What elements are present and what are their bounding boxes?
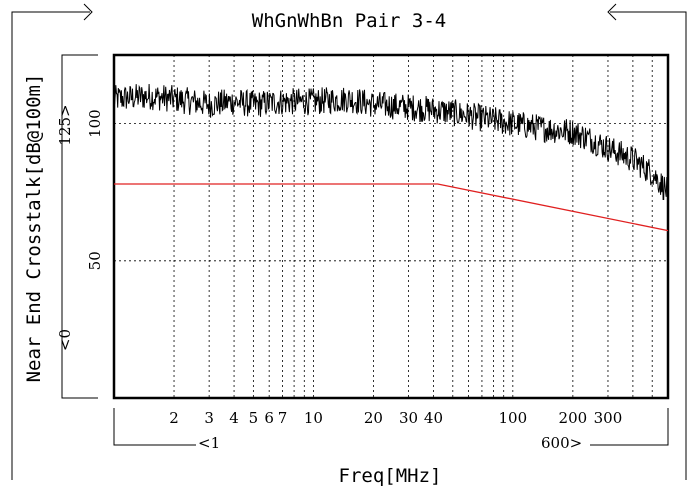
- limit-series-line: [114, 183, 669, 232]
- y-range-end-mark: 125>: [56, 104, 74, 145]
- series-layer: [113, 83, 669, 232]
- y-range-bracket: [61, 54, 98, 399]
- y-tick-label: 50: [86, 251, 104, 270]
- chart-frame: [11, 3, 687, 480]
- x-tick-label: 40: [424, 409, 443, 427]
- measured-series-line: [113, 83, 669, 200]
- x-range-bracket: [113, 408, 669, 446]
- x-tick-labels: 2 3 4 5 6 7 10 20 30 40 100 200 300: [169, 409, 622, 427]
- x-tick-label: 5: [249, 409, 259, 427]
- x-tick-label: 2: [169, 409, 179, 427]
- x-tick-label: 7: [278, 409, 288, 427]
- chart-grid: [112, 53, 670, 400]
- chart-labels: WhGnWhBn Pair 3-4 Freq[MHz] Near End Cro…: [23, 10, 582, 487]
- x-tick-label: 20: [364, 409, 383, 427]
- x-tick-label: 3: [204, 409, 214, 427]
- plot-border: [112, 53, 670, 400]
- y-tick-label: 100: [86, 109, 104, 138]
- x-tick-label: 100: [499, 409, 528, 427]
- x-tick-label: 4: [229, 409, 239, 427]
- x-tick-label: 300: [594, 409, 623, 427]
- y-range-start-mark: <0: [56, 329, 74, 351]
- chart-title: WhGnWhBn Pair 3-4: [252, 10, 446, 32]
- x-range-end-mark: 600>: [541, 434, 582, 452]
- x-axis-label: Freq[MHz]: [339, 465, 442, 487]
- x-tick-label: 6: [264, 409, 274, 427]
- outer-frame: [11, 3, 687, 480]
- x-tick-label: 30: [399, 409, 418, 427]
- x-tick-label: 200: [559, 409, 588, 427]
- y-tick-labels: 50 100: [86, 109, 104, 270]
- y-axis-label: Near End Crosstalk[dB@100m]: [23, 74, 45, 383]
- x-tick-label: 10: [304, 409, 323, 427]
- x-range-start-mark: <1: [198, 434, 220, 452]
